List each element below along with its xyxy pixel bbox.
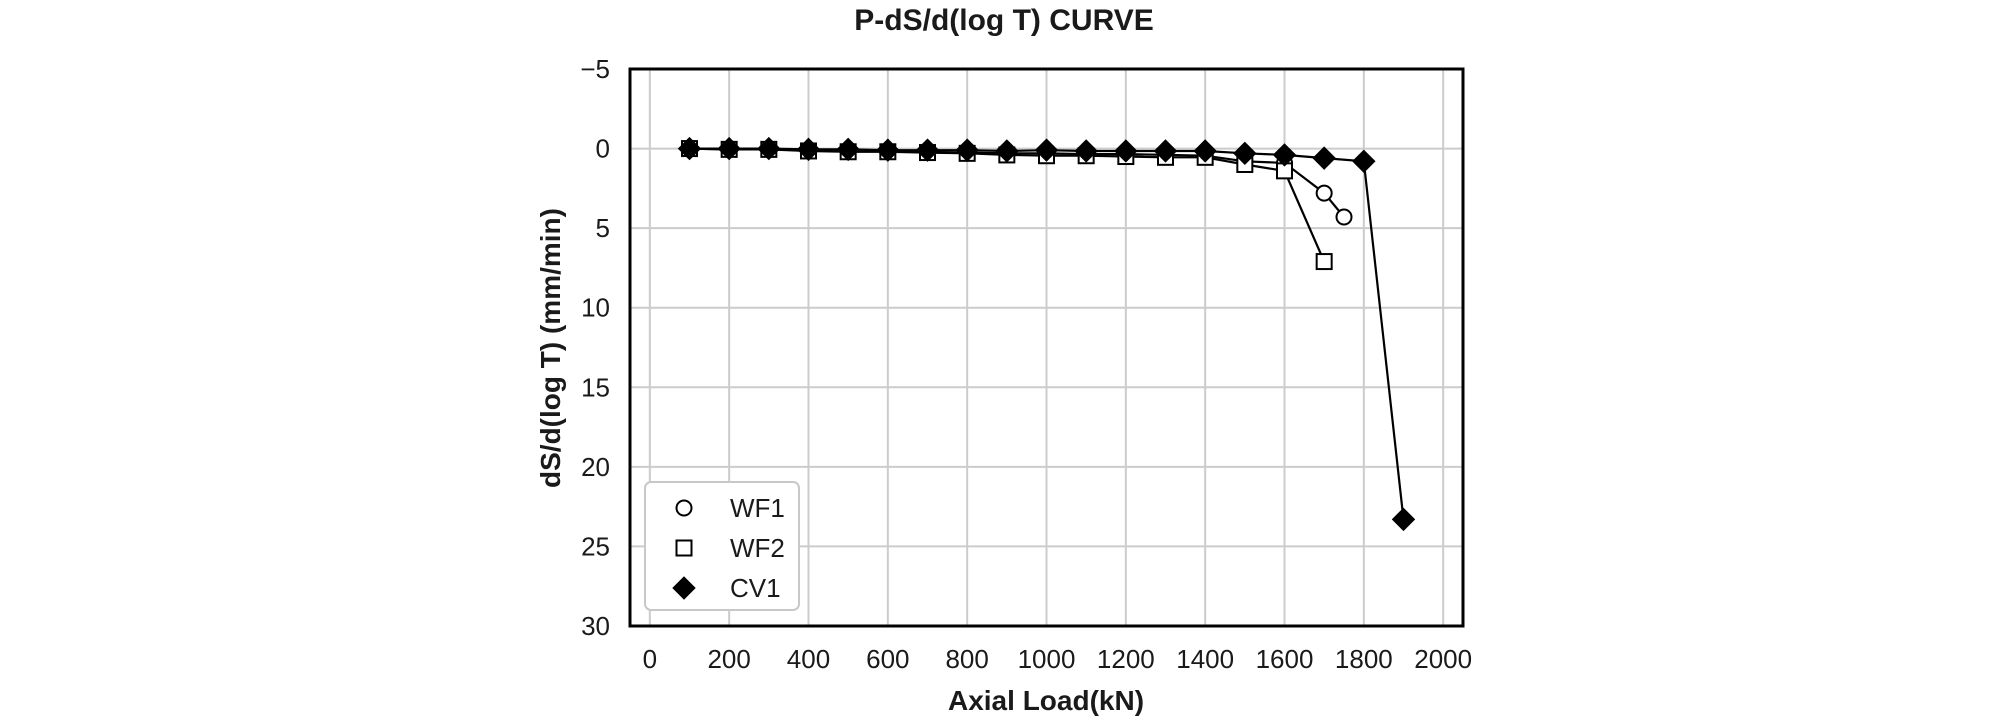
y-tick-label: 15 bbox=[581, 372, 610, 402]
point-wf1 bbox=[1335, 208, 1353, 226]
y-tick-label: −5 bbox=[580, 54, 610, 84]
legend-label-wf2: WF2 bbox=[730, 533, 785, 563]
x-tick-label: 0 bbox=[643, 644, 657, 674]
x-tick-label: 1400 bbox=[1176, 644, 1234, 674]
legend-label-cv1: CV1 bbox=[730, 573, 781, 603]
y-tick-label: 5 bbox=[596, 213, 610, 243]
x-tick-label: 200 bbox=[707, 644, 750, 674]
x-tick-label: 600 bbox=[866, 644, 909, 674]
x-axis-ticks: 0 200 400 600 800 1000 1200 1400 1600 1800 2000 bbox=[643, 644, 1472, 674]
y-axis-ticks: −5 0 5 10 15 20 25 30 bbox=[580, 54, 610, 641]
legend-items: WF1 WF2 CV1 bbox=[672, 493, 785, 603]
point-cv1 bbox=[1153, 139, 1178, 163]
point-cv1 bbox=[836, 137, 860, 162]
point-cv1 bbox=[995, 139, 1019, 163]
point-cv1 bbox=[677, 136, 702, 161]
x-tick-label: 1600 bbox=[1256, 644, 1314, 674]
x-tick-label: 800 bbox=[945, 644, 988, 674]
point-cv1 bbox=[717, 136, 741, 161]
point-cv1 bbox=[1034, 138, 1059, 162]
legend-marker-wf1 bbox=[675, 499, 693, 517]
plot-frame bbox=[628, 67, 1465, 628]
point-cv1 bbox=[1193, 139, 1217, 163]
point-cv1 bbox=[1272, 143, 1297, 167]
point-cv1 bbox=[1312, 146, 1336, 170]
point-cv1 bbox=[1074, 139, 1098, 163]
point-cv1 bbox=[915, 138, 940, 162]
x-tick-label: 2000 bbox=[1414, 644, 1472, 674]
y-tick-label: 25 bbox=[581, 531, 610, 561]
point-cv1 bbox=[796, 137, 821, 162]
y-tick-label: 0 bbox=[596, 134, 610, 164]
y-tick-label: 30 bbox=[581, 611, 610, 641]
x-tick-label: 1800 bbox=[1335, 644, 1393, 674]
point-cv1 bbox=[1352, 149, 1376, 174]
point-wf1 bbox=[1315, 184, 1333, 202]
point-cv1 bbox=[1233, 141, 1257, 166]
legend-label-wf1: WF1 bbox=[730, 493, 785, 523]
x-tick-label: 1000 bbox=[1018, 644, 1076, 674]
y-tick-label: 10 bbox=[581, 293, 610, 323]
point-cv1 bbox=[1114, 139, 1138, 163]
point-cv1 bbox=[955, 138, 979, 162]
point-cv1 bbox=[757, 136, 781, 161]
y-axis-title: dS/d(log T) (mm/min) bbox=[535, 208, 566, 488]
series-line-wf2 bbox=[689, 147, 1326, 263]
legend-marker-cv1 bbox=[672, 576, 696, 600]
series-markers bbox=[677, 136, 1416, 532]
y-tick-label: 20 bbox=[581, 452, 610, 482]
point-cv1 bbox=[876, 138, 900, 162]
legend: WF1 WF2 CV1 bbox=[644, 481, 800, 611]
point-wf2 bbox=[1315, 253, 1333, 271]
legend-marker-wf2 bbox=[675, 539, 693, 557]
x-axis-title: Axial Load(kN) bbox=[948, 685, 1144, 716]
x-tick-label: 400 bbox=[787, 644, 830, 674]
x-tick-label: 1200 bbox=[1097, 644, 1155, 674]
chart-title: P-dS/d(log T) CURVE bbox=[854, 4, 1153, 37]
point-cv1 bbox=[1391, 507, 1416, 532]
